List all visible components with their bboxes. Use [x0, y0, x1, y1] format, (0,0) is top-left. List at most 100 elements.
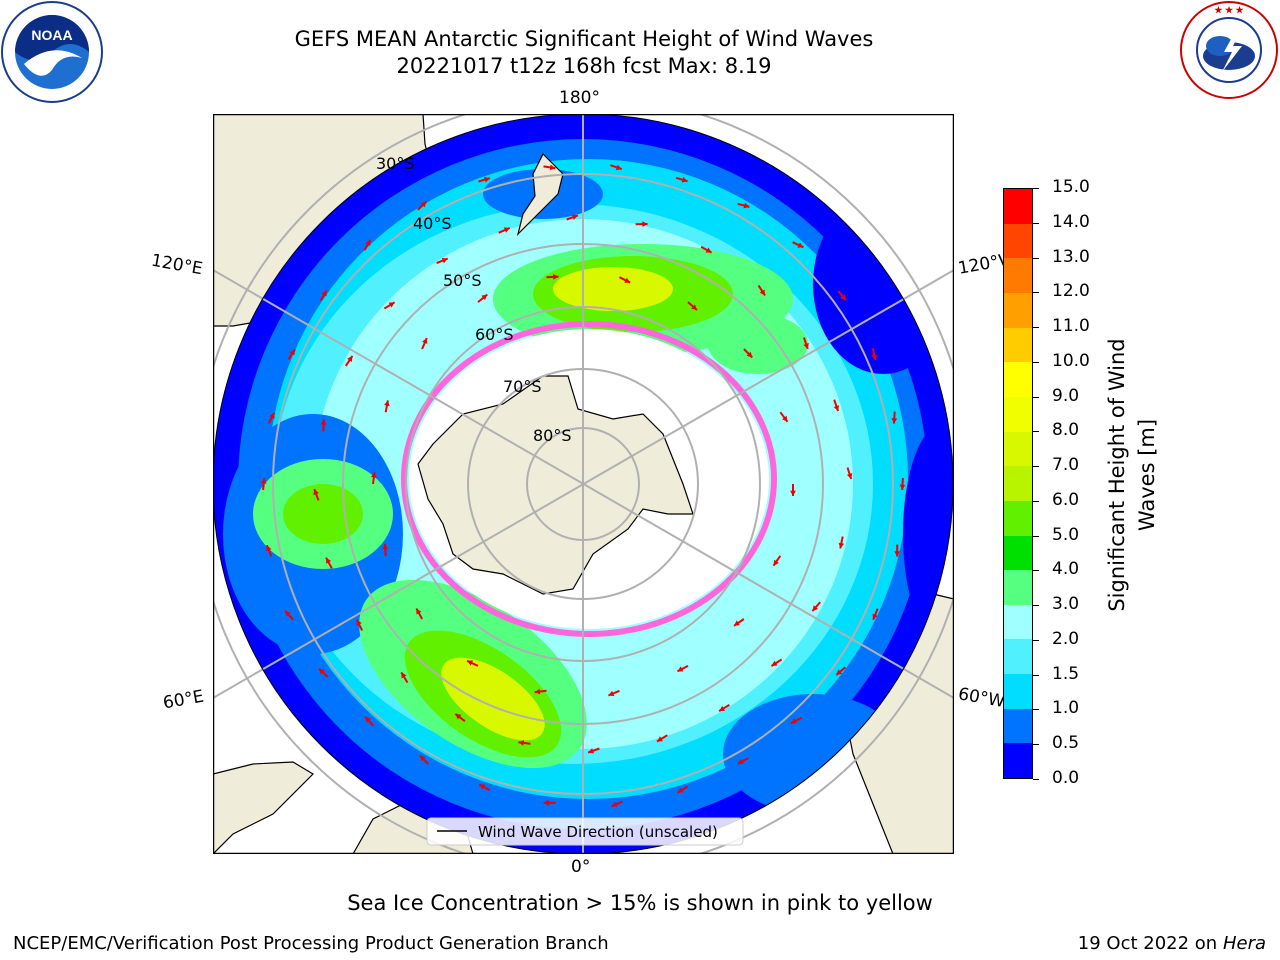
wind-arrow-head: [872, 613, 878, 620]
wind-arrow-head: [534, 688, 541, 695]
svg-text:★ ★ ★: ★ ★ ★: [1214, 5, 1244, 15]
colorbar-tick: [1033, 605, 1039, 607]
colorbar-segment: [1004, 604, 1032, 640]
colorbar-segment: [1004, 189, 1032, 224]
colorbar-tick-label: 10.0: [1052, 350, 1090, 371]
wind-arrow-head: [790, 490, 796, 496]
wind-arrow-head: [572, 214, 578, 220]
wind-arrow-head: [657, 736, 663, 742]
colorbar-tick-label: 4.0: [1052, 559, 1080, 580]
lat-label-40s: 40°S: [413, 214, 452, 233]
wind-arrow-head: [846, 473, 853, 479]
wind-arrow-head: [266, 545, 272, 552]
nws-logo-icon: ★ ★ ★: [1180, 1, 1278, 99]
lat-label-50s: 50°S: [443, 271, 482, 290]
wind-arrow-head: [642, 221, 648, 227]
lon-label-60e: 60°E: [161, 686, 206, 714]
wind-arrow-head: [420, 201, 427, 208]
colorbar-tick-label: 13.0: [1052, 246, 1090, 267]
wind-arrow-head: [803, 343, 809, 349]
colorbar-tick-label: 0.5: [1052, 733, 1080, 754]
lon-label-60w: 60°W: [956, 684, 1005, 712]
colorbar-segment: [1004, 500, 1032, 536]
wind-arrow-head: [833, 405, 840, 412]
colorbar-tick-label: 9.0: [1052, 385, 1080, 406]
colorbar-segment: [1004, 674, 1032, 709]
wind-arrow-head: [347, 355, 353, 362]
wind-arrow-head: [836, 669, 843, 675]
wind-arrow-head: [455, 713, 462, 720]
colorbar-tick: [1033, 431, 1039, 433]
new-zealand-landmass: [516, 152, 564, 236]
colorbar-segment: [1004, 258, 1032, 294]
colorbar-tick-label: 5.0: [1052, 524, 1080, 545]
southern-africa-landmass: [213, 761, 314, 854]
wind-arrow-head: [320, 419, 327, 425]
colorbar-segment: [1004, 431, 1032, 467]
colorbar: [1003, 188, 1033, 779]
wind-arrow-head: [773, 559, 779, 566]
colorbar-tick: [1033, 257, 1039, 259]
wind-arrow-head: [356, 619, 362, 626]
lat-label-70s: 70°S: [503, 377, 542, 396]
wind-arrow-head: [677, 787, 684, 793]
wind-arrow-head: [503, 227, 510, 233]
wind-arrow-head: [782, 415, 788, 422]
wind-arrow-head: [365, 716, 371, 723]
lon-label-120e: 120°E: [149, 250, 205, 280]
colorbar-tick-label: 1.5: [1052, 663, 1080, 684]
sea-ice-note: Sea Ice Concentration > 15% is shown in …: [347, 891, 933, 915]
wind-arrow-head: [891, 418, 898, 424]
colorbar-tick-label: 6.0: [1052, 489, 1080, 510]
lon-label-120w: 120°W: [956, 251, 1005, 279]
colorbar-tick: [1033, 361, 1039, 363]
wind-arrow-head: [838, 542, 845, 549]
wind-arrow-head: [319, 668, 325, 675]
colorbar-tick: [1033, 466, 1039, 468]
colorbar-tick-label: 11.0: [1052, 316, 1090, 337]
legend-label: Wind Wave Direction (unscaled): [478, 823, 718, 841]
wind-arrow-head: [759, 289, 765, 296]
wind-arrows: [260, 164, 906, 808]
colorbar-tick: [1033, 570, 1039, 572]
wind-arrow-head: [549, 164, 556, 171]
wind-arrow-head: [812, 605, 818, 612]
colorbar-segment: [1004, 708, 1032, 744]
footer-host: Hera: [1222, 933, 1266, 954]
wind-arrow-head: [484, 176, 490, 183]
colorbar-tick: [1033, 188, 1039, 189]
lon-label-180: 180°: [559, 88, 600, 108]
wind-arrow-head: [313, 489, 319, 496]
wind-arrow-head: [365, 239, 371, 246]
wind-arrow-head: [624, 277, 631, 283]
noaa-logo-text: NOAA: [31, 27, 72, 43]
wind-arrow-head: [481, 294, 488, 301]
colorbar-tick-label: 8.0: [1052, 420, 1080, 441]
polar-map: 30°S 40°S 50°S 60°S 70°S 80°S Wind Wave …: [213, 114, 954, 854]
colorbar-tick: [1033, 674, 1039, 676]
wind-arrow-head: [790, 718, 797, 724]
colorbar-tick: [1033, 709, 1039, 711]
wind-arrow-head: [422, 338, 428, 344]
map-legend: Wind Wave Direction (unscaled): [426, 817, 744, 846]
wind-arrow-head: [416, 608, 422, 615]
wind-arrow-head: [321, 290, 327, 297]
colorbar-label: Significant Height of Wind Waves [m]: [1105, 338, 1159, 612]
wind-arrow-head: [746, 351, 753, 358]
lat-label-80s: 80°S: [533, 426, 572, 445]
lat-label-30s: 30°S: [376, 154, 415, 173]
colorbar-tick-label: 3.0: [1052, 594, 1080, 615]
colorbar-tick-label: 0.0: [1052, 768, 1080, 788]
chart-subtitle: 20221017 t12z 168h fcst Max: 8.19: [396, 54, 772, 78]
wind-arrow-head: [553, 274, 559, 280]
wind-arrow-head: [543, 799, 549, 806]
colorbar-tick: [1033, 535, 1039, 537]
wind-arrow-head: [894, 551, 901, 557]
colorbar-tick: [1033, 222, 1039, 224]
wind-arrow-head: [588, 748, 594, 754]
wind-arrow-head: [734, 620, 740, 626]
noaa-logo-icon: NOAA: [1, 1, 103, 103]
wind-arrow-head: [840, 294, 846, 301]
wind-arrow-head: [260, 478, 267, 484]
wind-arrow-head: [371, 472, 377, 478]
